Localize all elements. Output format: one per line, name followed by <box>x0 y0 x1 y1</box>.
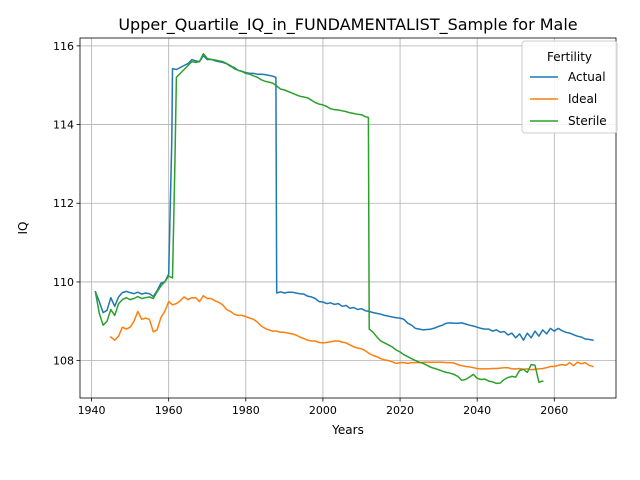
x-tick-label: 1980 <box>232 404 260 417</box>
x-tick-label: 1940 <box>78 404 106 417</box>
legend-label-actual: Actual <box>568 70 606 84</box>
y-tick-label: 110 <box>53 276 74 289</box>
series-line-actual <box>94 54 594 342</box>
legend: Fertility Actual Ideal Sterile <box>521 40 618 134</box>
grid-lines <box>80 38 616 398</box>
legend-entries: Actual Ideal Sterile <box>530 70 607 128</box>
series-line-sterile <box>94 52 544 385</box>
x-axis-label: Years <box>331 423 364 437</box>
x-tick-label: 2040 <box>463 404 491 417</box>
x-axis-ticks: 1940 1960 1980 2000 2020 2040 2060 <box>78 398 568 417</box>
legend-label-sterile: Sterile <box>568 114 607 128</box>
series-line-ideal <box>109 294 594 371</box>
x-tick-label: 2000 <box>309 404 337 417</box>
y-axis-ticks: 108 110 112 114 116 <box>53 40 80 368</box>
y-axis-label: IQ <box>16 222 30 235</box>
y-tick-label: 116 <box>53 40 74 53</box>
plot-frame <box>79 37 617 399</box>
y-tick-label: 108 <box>53 355 74 368</box>
x-tick-label: 1960 <box>155 404 183 417</box>
chart-title: Upper_Quartile_IQ_in_FUNDAMENTALIST_Samp… <box>118 15 577 35</box>
legend-frame <box>521 40 618 134</box>
series-lines <box>94 52 594 385</box>
legend-title: Fertility <box>547 50 592 64</box>
y-tick-label: 114 <box>53 119 74 132</box>
legend-label-ideal: Ideal <box>568 92 597 106</box>
x-tick-label: 2060 <box>540 404 568 417</box>
y-tick-label: 112 <box>53 197 74 210</box>
x-tick-label: 2020 <box>386 404 414 417</box>
